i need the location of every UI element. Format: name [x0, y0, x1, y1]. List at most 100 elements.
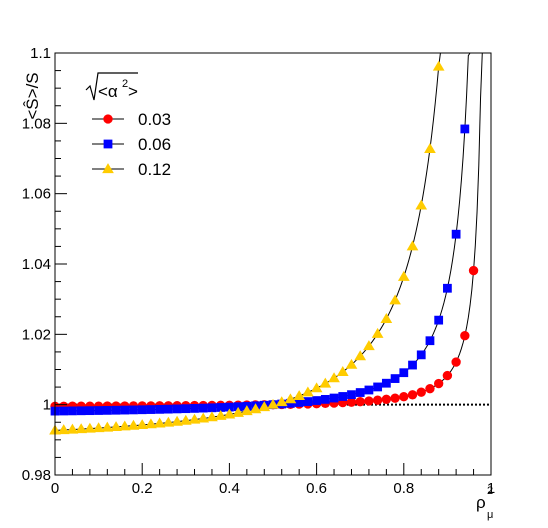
point-0.12: [66, 423, 79, 434]
point-0.06: [399, 368, 409, 378]
y-tick-label: 1.04: [22, 256, 51, 273]
point-0.06: [408, 360, 417, 370]
point-0.12: [101, 421, 114, 432]
point-0.06: [172, 404, 182, 414]
x-axis-title-sub: μ: [487, 509, 493, 521]
point-0.06: [373, 382, 383, 392]
point-0.12: [92, 422, 105, 433]
point-0.12: [188, 413, 201, 424]
point-0.03: [364, 396, 374, 406]
point-0.06: [434, 315, 444, 325]
point-0.06: [425, 336, 435, 346]
point-0.12: [110, 421, 122, 432]
point-0.06: [207, 403, 217, 413]
point-0.12: [371, 327, 384, 338]
legend-label-0.03: 0.03: [138, 110, 171, 129]
point-0.12: [432, 60, 445, 71]
point-0.12: [380, 313, 393, 323]
point-0.12: [310, 382, 323, 393]
point-0.06: [111, 405, 121, 415]
x-tick-label: 0.2: [132, 480, 153, 497]
axis-tick-labels: 0 0.2 0.4 0.6 0.8 1 0.98 1 1.02 1.04 1.06 1.08 1.1: [22, 45, 495, 497]
x-tick-label: 0.4: [219, 480, 240, 497]
point-0.06: [198, 403, 208, 413]
legend-entries: 0.03 0.06 0.12: [92, 110, 171, 179]
x-tick-label: 0.6: [306, 480, 327, 497]
legend-marker-0.03: [103, 114, 113, 124]
point-0.12: [179, 414, 192, 425]
point-0.12: [293, 390, 306, 401]
point-0.06: [312, 396, 321, 405]
legend-marker-0.06: [103, 139, 113, 149]
series-markers: [49, 60, 479, 435]
point-0.12: [267, 398, 279, 409]
point-0.06: [303, 397, 313, 406]
point-0.06: [294, 398, 304, 407]
point-0.06: [129, 405, 138, 415]
y-axis-title: <Ŝ>/S: [23, 72, 42, 119]
point-0.03: [442, 370, 453, 381]
point-0.06: [460, 124, 470, 134]
x-tick-label: 0: [51, 480, 59, 497]
point-0.06: [320, 394, 330, 404]
point-0.12: [232, 406, 244, 417]
point-0.12: [302, 386, 314, 397]
point-0.12: [249, 403, 262, 414]
point-0.12: [206, 411, 218, 422]
point-0.12: [153, 417, 166, 428]
y-tick-label: 1.02: [22, 326, 51, 343]
point-0.03: [416, 387, 426, 397]
y-tick-label: 1: [43, 397, 51, 414]
point-0.06: [190, 404, 199, 413]
point-0.06: [94, 406, 103, 415]
point-0.12: [363, 340, 375, 351]
point-0.06: [163, 404, 173, 414]
point-0.06: [85, 406, 95, 416]
y-tick-label: 1.06: [22, 186, 51, 203]
point-0.03: [372, 395, 383, 405]
y-tick-label: 0.98: [22, 467, 51, 484]
point-0.12: [118, 420, 131, 431]
axis-ticks: [54, 52, 492, 476]
point-0.12: [75, 423, 88, 434]
point-0.06: [329, 393, 339, 403]
point-0.06: [181, 404, 191, 414]
point-0.06: [338, 392, 348, 401]
point-0.12: [328, 372, 340, 383]
point-0.06: [416, 350, 426, 360]
point-0.06: [216, 403, 226, 412]
point-0.03: [425, 383, 435, 394]
point-0.12: [127, 419, 140, 430]
point-0.03: [381, 394, 392, 404]
x-axis-title-sup: 2: [487, 485, 493, 497]
point-0.12: [424, 143, 436, 153]
point-0.12: [162, 416, 175, 427]
legend: <α 2 > 0.03 0.06 0.12: [85, 72, 171, 179]
point-0.12: [197, 412, 210, 423]
point-0.06: [137, 405, 147, 415]
point-0.12: [258, 401, 271, 412]
y-tick-label: 1.08: [22, 115, 51, 132]
point-0.03: [407, 390, 418, 400]
legend-label-0.12: 0.12: [138, 160, 171, 179]
point-0.06: [381, 378, 391, 388]
point-0.06: [286, 398, 295, 408]
point-0.12: [171, 415, 183, 426]
y-axis-title-text: <Ŝ>/S: [23, 72, 42, 119]
point-0.06: [347, 390, 356, 400]
x-tick-label: 0.8: [393, 480, 414, 497]
point-0.06: [225, 402, 234, 412]
legend-marker-0.12: [102, 163, 114, 174]
point-0.06: [155, 404, 165, 414]
point-0.12: [345, 358, 358, 369]
point-0.06: [451, 229, 461, 239]
point-0.12: [354, 350, 367, 361]
point-0.12: [214, 409, 227, 420]
point-0.06: [364, 385, 374, 395]
x-axis-title-text: ρ: [476, 493, 486, 512]
y-tick-label: 1.1: [30, 45, 51, 62]
point-0.06: [355, 388, 365, 397]
point-0.12: [145, 418, 157, 429]
